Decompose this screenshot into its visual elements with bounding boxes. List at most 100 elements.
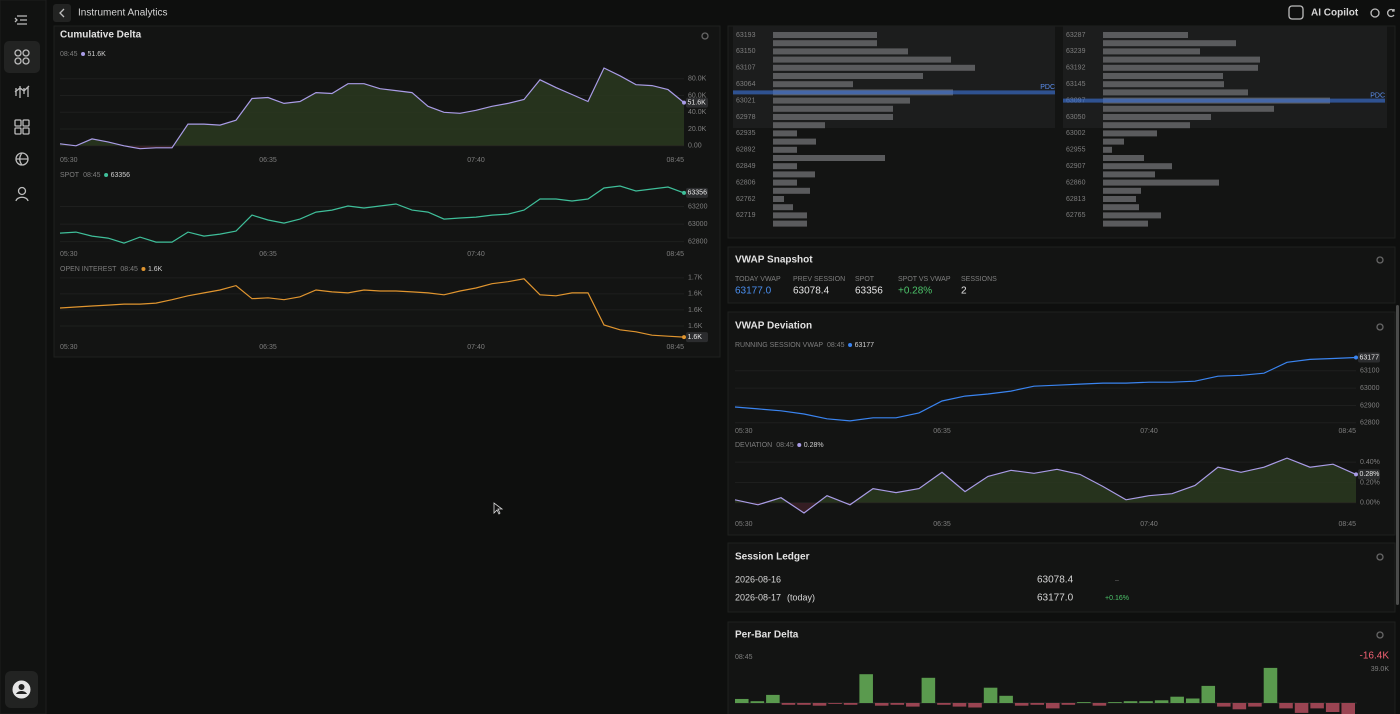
y-tick-label: 60.0K (688, 92, 707, 99)
x-tick-label: 08:45 (1338, 521, 1356, 528)
delta-bar (859, 674, 873, 703)
y-tick-label: 62900 (1360, 402, 1380, 409)
price-label: 63150 (736, 48, 756, 55)
volume-bar (1103, 138, 1124, 145)
y-tick-label: 0.00% (1360, 500, 1380, 507)
volume-bar (773, 114, 893, 120)
series-dot (141, 267, 146, 271)
volume-bar (1103, 146, 1112, 153)
pdc-line (1063, 98, 1385, 103)
delta-bar (797, 703, 811, 705)
volume-bar (773, 64, 975, 71)
series-label: RUNNING SESSION VWAP (735, 342, 823, 349)
refresh-button[interactable] (1386, 8, 1395, 18)
y-tick-label: 62800 (688, 238, 708, 245)
nav-analytics[interactable] (14, 85, 30, 98)
info-icon[interactable] (1376, 553, 1384, 561)
x-tick-label: 08:45 (666, 157, 684, 164)
delta-bar (1217, 703, 1231, 707)
x-tick-label: 06:35 (933, 521, 951, 528)
pdc-label: PDC (1370, 92, 1385, 99)
volume-bar (1103, 56, 1260, 63)
last-tag-bg (686, 187, 708, 198)
x-tick-label: 05:30 (735, 428, 753, 435)
info-icon[interactable] (701, 32, 709, 40)
series-line (59, 278, 685, 338)
series-label: 08:45 (83, 172, 101, 179)
series-line (734, 356, 1357, 422)
volume-bar (773, 56, 951, 63)
delta-bar (937, 703, 951, 705)
field-label: SPOT VS VWAP (898, 276, 951, 283)
price-label: 63145 (1066, 81, 1086, 88)
volume-bar (1103, 73, 1223, 79)
series-line (59, 67, 685, 150)
delta-bar (1279, 703, 1293, 709)
avatar-head (18, 684, 25, 690)
copilot-button[interactable]: AI Copilot (1311, 8, 1359, 19)
bar-time: 08:45 (735, 654, 753, 661)
price-label: 62892 (736, 147, 756, 154)
x-tick-label: 05:30 (735, 521, 753, 528)
series-dot (81, 52, 86, 56)
info-button[interactable] (1370, 8, 1380, 18)
nav-globe[interactable] (15, 152, 29, 166)
nav-widgets[interactable] (14, 119, 30, 135)
volume-bar (773, 97, 910, 104)
volume-bar (773, 179, 797, 186)
ledger-date: 2026-08-17 (735, 592, 781, 602)
delta-bar (1123, 701, 1138, 703)
delta-bar (1139, 701, 1153, 703)
field-value: 63078.4 (793, 286, 830, 297)
volume-bar (773, 220, 807, 227)
y-tick-label: 0.20% (1360, 479, 1380, 486)
last-point (1354, 355, 1358, 360)
series-line (734, 457, 1357, 514)
panel-title: VWAP Snapshot (735, 255, 813, 266)
series-label: 0.28% (804, 442, 824, 449)
nav-user[interactable] (15, 186, 29, 202)
field-label: TODAY VWAP (735, 276, 781, 283)
volume-bar (773, 204, 793, 211)
series-label: SPOT (60, 172, 80, 179)
price-label: 63050 (1066, 114, 1086, 121)
volume-bar (1103, 130, 1157, 137)
price-label: 63193 (736, 32, 756, 39)
delta-bar (1061, 703, 1076, 705)
delta-bar (750, 701, 765, 703)
copilot-icon[interactable] (1288, 5, 1304, 20)
volume-bar (773, 122, 825, 129)
info-icon[interactable] (1376, 256, 1384, 264)
price-label: 62907 (1066, 163, 1086, 170)
y-tick-label: 63100 (1360, 368, 1380, 375)
nav-dashboard[interactable] (14, 49, 30, 65)
x-tick-label: 05:30 (60, 157, 78, 164)
delta-bar (999, 695, 1013, 703)
volume-bar (773, 212, 807, 219)
avatar-body (16, 691, 27, 694)
price-label: 63021 (736, 97, 756, 104)
y-tick-label: 1.7K (688, 275, 703, 282)
last-tag: 0.28% (1360, 471, 1380, 478)
y-tick-label: 63000 (1360, 385, 1380, 392)
price-label: 62813 (1066, 196, 1086, 203)
volume-bar (1103, 155, 1144, 161)
delta-bar (1092, 703, 1107, 706)
price-label: 62860 (1066, 179, 1086, 186)
menu-toggle[interactable] (14, 15, 27, 25)
info-icon[interactable] (1376, 631, 1384, 639)
ledger-date: 2026-08-16 (735, 574, 781, 584)
y-tick-label: 62800 (1360, 420, 1380, 427)
panel-title: Session Ledger (735, 552, 810, 563)
delta-bar (952, 703, 967, 707)
panel-title: Cumulative Delta (60, 30, 142, 41)
delta-bar (1014, 703, 1029, 706)
max-delta: 39.0K (1371, 666, 1390, 673)
info-icon[interactable] (1376, 323, 1384, 331)
series-line (59, 185, 685, 244)
x-tick-label: 07:40 (467, 157, 485, 164)
back-button[interactable] (53, 4, 71, 22)
scrollbar[interactable] (1396, 305, 1399, 605)
series-label: 63356 (111, 172, 131, 179)
